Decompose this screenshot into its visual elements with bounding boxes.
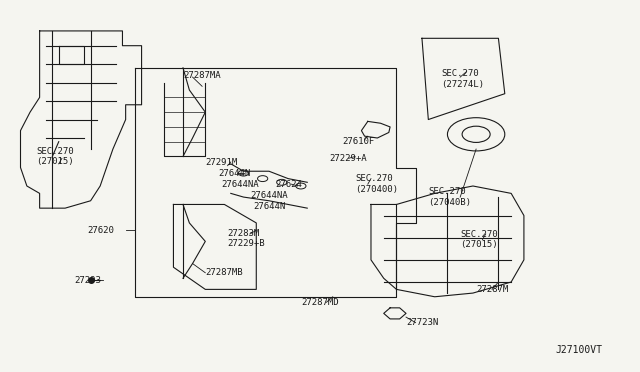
Text: 27287MB: 27287MB (205, 268, 243, 277)
Text: 27644N: 27644N (253, 202, 285, 211)
Text: 27723N: 27723N (406, 318, 438, 327)
Text: 27293: 27293 (75, 276, 102, 285)
Text: SEC.270
(27015): SEC.270 (27015) (36, 147, 74, 166)
Text: SEC.270
(27015): SEC.270 (27015) (460, 230, 498, 249)
Text: J27100VT: J27100VT (556, 345, 603, 355)
Text: 27283M: 27283M (228, 230, 260, 238)
Text: 27624: 27624 (275, 180, 302, 189)
Text: 27287MA: 27287MA (183, 71, 221, 80)
Text: SEC.270
(27274L): SEC.270 (27274L) (441, 69, 484, 89)
Text: 27229+A: 27229+A (330, 154, 367, 163)
Text: 27644N: 27644N (218, 169, 250, 177)
Text: 27229+B: 27229+B (228, 239, 265, 248)
Text: 27287MD: 27287MD (301, 298, 339, 307)
Text: 27291M: 27291M (205, 157, 237, 167)
Text: 27287M: 27287M (476, 285, 508, 294)
Text: 27610F: 27610F (342, 137, 374, 146)
Text: 27644NA: 27644NA (221, 180, 259, 189)
Text: SEC.270
(270400): SEC.270 (270400) (355, 174, 398, 194)
Text: SEC.270
(27040B): SEC.270 (27040B) (428, 187, 471, 207)
Text: 27644NA: 27644NA (250, 191, 287, 200)
Text: 27620: 27620 (88, 226, 115, 235)
